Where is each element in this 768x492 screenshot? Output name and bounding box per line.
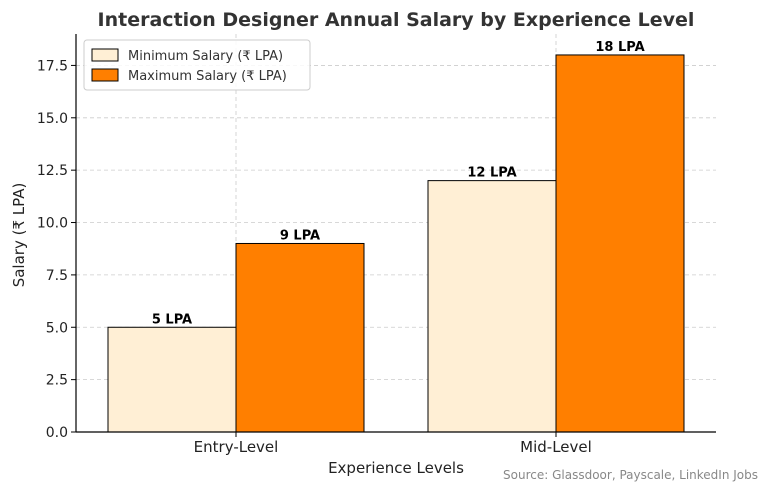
legend: Minimum Salary (₹ LPA) Maximum Salary (₹ …: [83, 39, 311, 91]
bar-minimum-0: [107, 326, 237, 433]
y-tick-label: 15.0: [37, 111, 68, 127]
data-label: 5 LPA: [152, 312, 192, 327]
y-tick-label: 12.5: [37, 163, 68, 179]
axes: 0.0 2.5 5.0 7.5 10.0 12.5 15.0 17.5 Entry-Level M…: [37, 34, 716, 456]
y-tick-label: 2.5: [46, 373, 68, 389]
y-tick-label: 10.0: [37, 216, 68, 232]
y-tick-label: 7.5: [46, 268, 68, 284]
data-label: 12 LPA: [467, 166, 516, 181]
legend-box: [83, 39, 311, 91]
data-label: 9 LPA: [280, 228, 320, 243]
bars: [107, 54, 685, 433]
y-tick-label: 0.0: [46, 425, 68, 441]
legend-swatch: [91, 48, 119, 62]
legend-entry: Maximum Salary (₹ LPA): [128, 69, 287, 84]
y-axis-label: Salary (₹ LPA): [10, 183, 28, 288]
y-tick-label: 5.0: [46, 320, 68, 336]
bar-minimum-1: [427, 180, 557, 433]
x-axis-label: Experience Levels: [328, 459, 464, 477]
source-note: Source: Glassdoor, Payscale, LinkedIn Jo…: [503, 468, 758, 482]
x-tick-label: Entry-Level: [194, 438, 279, 456]
x-tick-label: Mid-Level: [520, 438, 592, 456]
chart-title: Interaction Designer Annual Salary by Ex…: [98, 9, 695, 31]
legend-entry: Minimum Salary (₹ LPA): [128, 49, 283, 64]
legend-swatch: [91, 68, 119, 82]
data-label: 18 LPA: [595, 40, 644, 55]
bar-maximum-0: [235, 242, 365, 433]
data-labels: 5 LPA 12 LPA 9 LPA 18 LPA: [152, 40, 645, 327]
bar-maximum-1: [555, 54, 685, 433]
y-tick-label: 17.5: [37, 58, 68, 74]
